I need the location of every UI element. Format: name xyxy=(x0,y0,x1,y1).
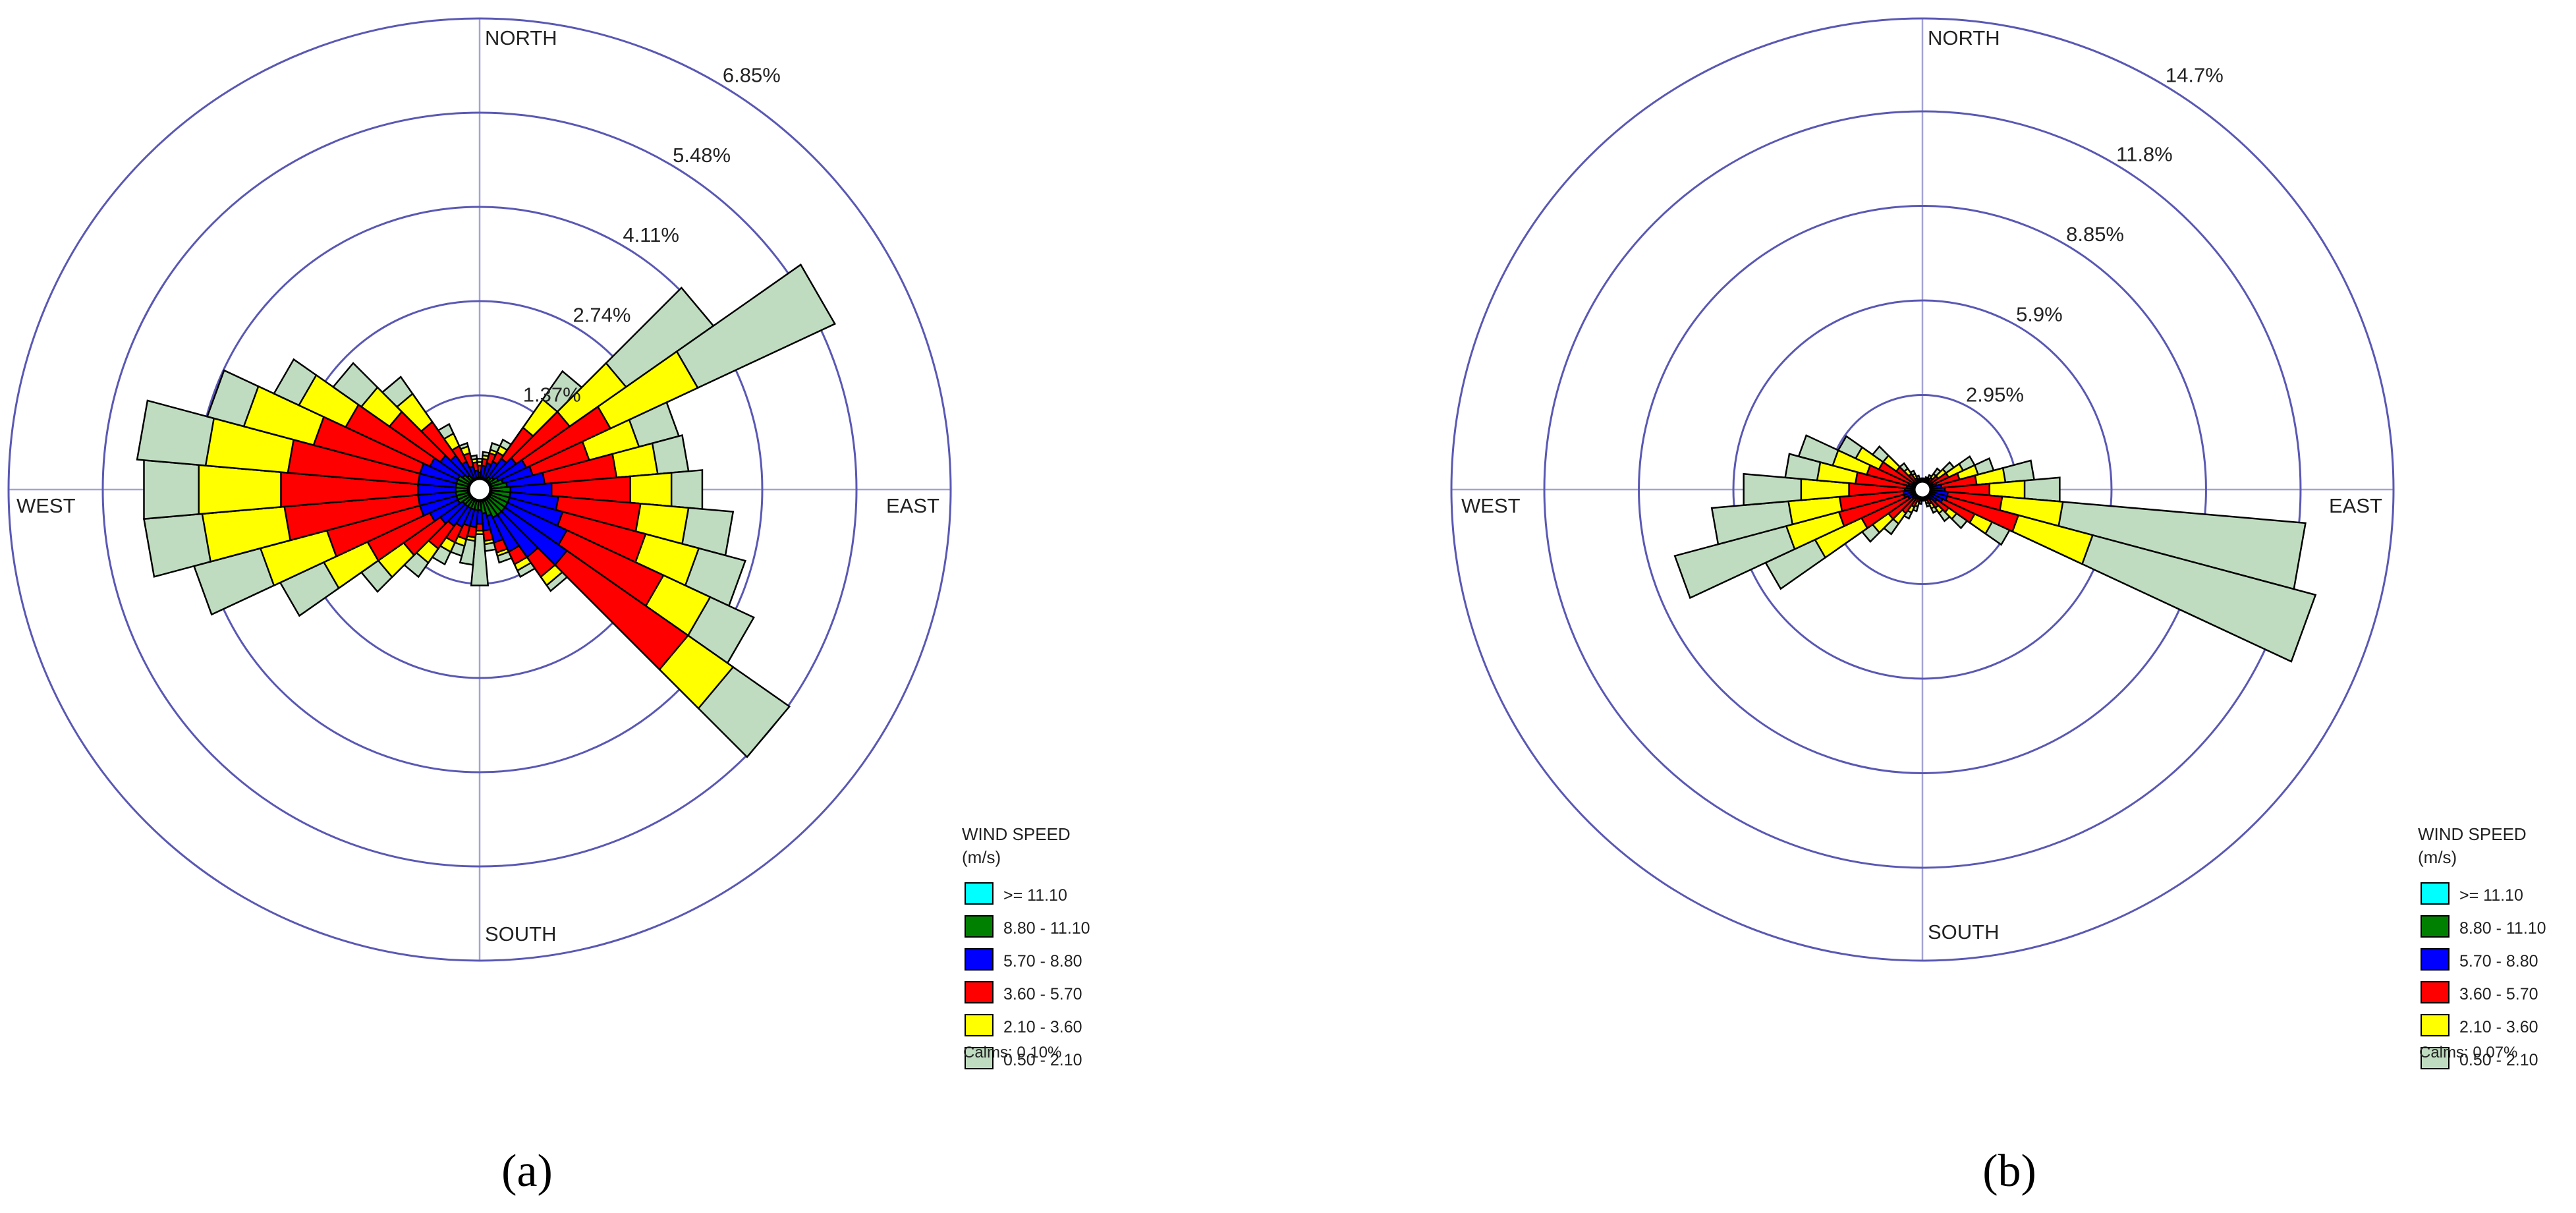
wind-rose-panel-b: 2.95% 5.9% 8.85% 11.8% 14.7% NORTH SOUTH EAS… xyxy=(1450,17,2546,1197)
calms-label-b: Calms: 0.07% xyxy=(2419,1044,2517,1061)
legend-label-1: 8.80 - 11.10 xyxy=(1003,919,1090,938)
petal-dir-270 xyxy=(143,459,480,520)
west-label-a: WEST xyxy=(16,494,76,517)
center-calm-circle-b xyxy=(1912,479,1933,500)
petal-dir-310 xyxy=(331,362,480,491)
legend-swatch-0 xyxy=(2421,882,2450,905)
legend-swatch-4 xyxy=(965,1014,994,1036)
center-calm-circle-a xyxy=(466,476,493,503)
legend-swatch-4 xyxy=(2421,1014,2450,1036)
legend-label-2: 5.70 - 8.80 xyxy=(2459,952,2538,971)
ring-label-2: 2.74% xyxy=(573,303,631,326)
legend-label-5: 0.50 - 2.10 xyxy=(2459,1051,2538,1069)
north-label-b: NORTH xyxy=(1928,26,2000,49)
legend-items-a: >= 11.10 8.80 - 11.10 5.70 - 8.80 3.60 - 5.… xyxy=(965,882,1090,1069)
south-label-b: SOUTH xyxy=(1928,920,2000,944)
legend-label-1: 8.80 - 11.10 xyxy=(2459,919,2546,938)
legend-label-3: 3.60 - 5.70 xyxy=(2459,985,2538,1003)
ring-label-3: 4.11% xyxy=(623,223,679,246)
petal-dir-250 xyxy=(1673,488,1923,600)
ring-label-3: 8.85% xyxy=(2066,223,2124,246)
panel-label-b: (b) xyxy=(1982,1146,2036,1197)
petal-dir-130 xyxy=(479,488,791,758)
ring-labels-b: 2.95% 5.9% 8.85% 11.8% 14.7% xyxy=(1966,64,2224,407)
legend-label-2: 5.70 - 8.80 xyxy=(1003,952,1082,971)
legend-swatch-2 xyxy=(2421,948,2450,971)
petal-dir-60 xyxy=(479,263,836,491)
petal-dir-70 xyxy=(479,401,681,491)
ring-label-5: 14.7% xyxy=(2166,64,2224,87)
calms-label-a: Calms: 0.10% xyxy=(963,1044,1061,1061)
petals-b xyxy=(1673,434,2317,663)
ring-label-4: 11.8% xyxy=(2116,142,2173,165)
petal-dir-140 xyxy=(478,489,569,592)
west-label-b: WEST xyxy=(1461,494,1521,517)
legend-swatch-3 xyxy=(965,981,994,1003)
legend-swatch-3 xyxy=(2421,981,2450,1003)
legend-items-b: >= 11.10 8.80 - 11.10 5.70 - 8.80 3.60 - 5.… xyxy=(2421,882,2546,1069)
ring-label-5: 6.85% xyxy=(723,64,781,87)
east-label-a: EAST xyxy=(886,494,939,517)
legend-label-5: 0.50 - 2.10 xyxy=(1003,1051,1082,1069)
legend-swatch-1 xyxy=(2421,915,2450,938)
petal-dir-150 xyxy=(478,489,536,578)
legend-label-0: >= 11.10 xyxy=(2459,886,2523,905)
petal-dir-230 xyxy=(360,488,480,593)
legend-b: WIND SPEED (m/s) >= 11.10 8.80 - 11.10 5.7… xyxy=(2418,824,2546,1069)
south-label-a: SOUTH xyxy=(485,922,557,945)
legend-label-4: 2.10 - 3.60 xyxy=(1003,1018,1082,1036)
legend-label-3: 3.60 - 5.70 xyxy=(1003,985,1082,1003)
legend-swatch-5 xyxy=(965,1047,994,1069)
legend-label-0: >= 11.10 xyxy=(1003,886,1067,905)
ring-label-2: 5.9% xyxy=(2016,303,2063,326)
petal-dir-270 xyxy=(1743,472,1923,507)
petals-a xyxy=(136,263,836,758)
wind-rose-panel-a: 1.37% 2.74% 4.11% 5.48% 6.85% NORTH SOUTH EA… xyxy=(7,17,1090,1197)
north-label-a: NORTH xyxy=(485,26,557,49)
petal-dir-240 xyxy=(1764,488,1923,590)
legend-title-a: WIND SPEED xyxy=(962,824,1071,844)
petal-dir-40 xyxy=(478,370,583,490)
petal-dir-130 xyxy=(1922,488,1969,530)
ring-label-1: 1.37% xyxy=(523,383,581,407)
panel-label-a: (a) xyxy=(501,1146,553,1197)
legend-unit-b: (m/s) xyxy=(2418,847,2457,867)
legend-unit-a: (m/s) xyxy=(962,847,1001,867)
legend-title-b: WIND SPEED xyxy=(2418,824,2527,844)
east-label-b: EAST xyxy=(2329,494,2382,517)
legend-swatch-5 xyxy=(2421,1047,2450,1069)
ring-labels-a: 1.37% 2.74% 4.11% 5.48% 6.85% xyxy=(523,64,781,407)
ring-label-1: 2.95% xyxy=(1966,383,2024,406)
legend-swatch-1 xyxy=(965,915,994,938)
legend-swatch-0 xyxy=(965,882,994,905)
petal-dir-80 xyxy=(479,434,690,491)
legend-a: WIND SPEED (m/s) >= 11.10 8.80 - 11.10 5.7… xyxy=(962,824,1090,1069)
legend-swatch-2 xyxy=(965,948,994,971)
petal-dir-90 xyxy=(479,469,704,510)
ring-label-4: 5.48% xyxy=(673,144,731,167)
legend-label-4: 2.10 - 3.60 xyxy=(2459,1018,2538,1036)
